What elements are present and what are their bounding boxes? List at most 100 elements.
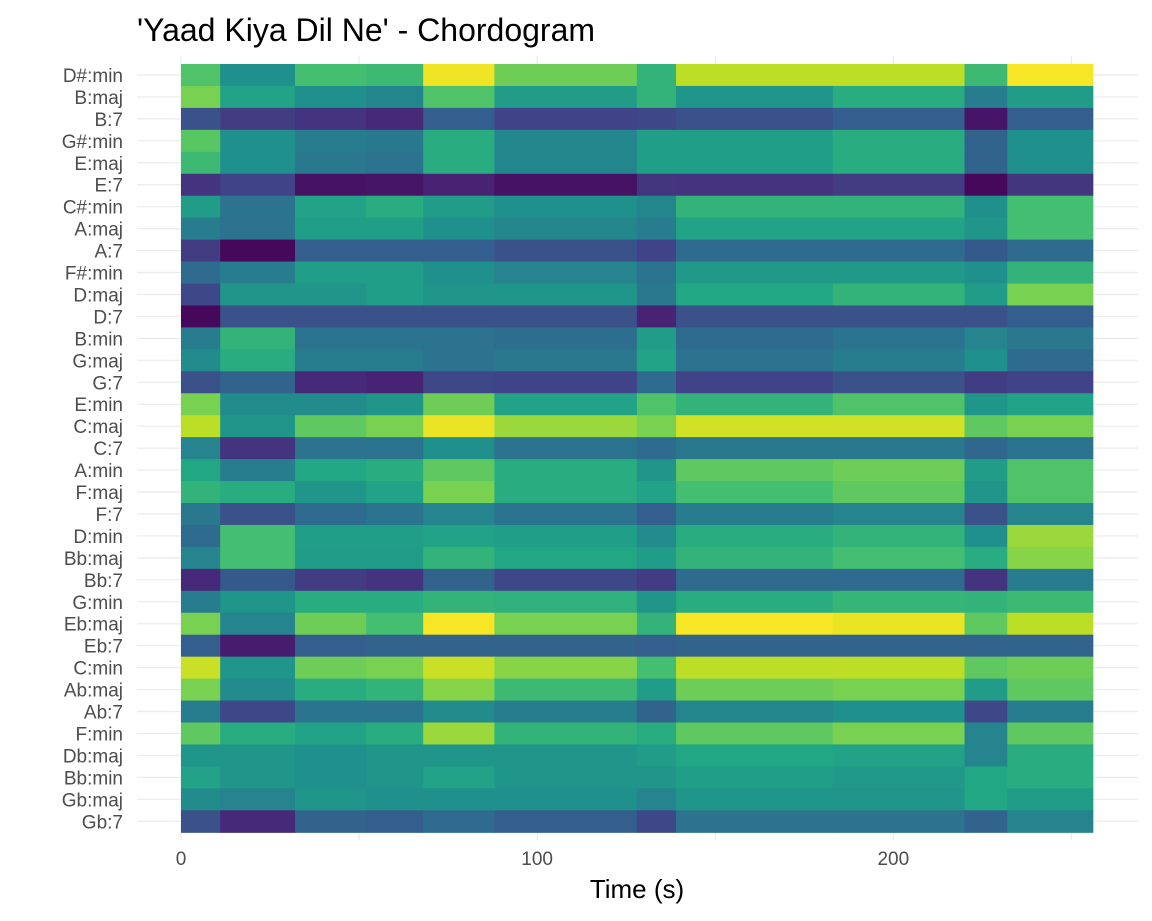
heatmap-cell (964, 261, 1008, 285)
heatmap-cell (423, 459, 496, 482)
heatmap-cell (494, 744, 638, 767)
heatmap-cell (181, 568, 221, 592)
heatmap-cell (964, 64, 1008, 87)
heatmap-cell (181, 700, 221, 724)
heatmap-cell (181, 810, 221, 833)
heatmap-cell (676, 634, 834, 658)
heatmap-cell (181, 129, 221, 153)
heatmap-cell (220, 239, 296, 263)
heatmap-cell (964, 327, 1008, 350)
heatmap-cell (220, 634, 296, 658)
heatmap-cell (181, 524, 221, 548)
y-tick-label: Gb:7 (82, 812, 123, 833)
heatmap-cell (220, 766, 296, 789)
heatmap-cell (423, 634, 496, 658)
heatmap-cell (220, 371, 296, 394)
heatmap-cell (964, 678, 1008, 702)
heatmap-cell (294, 327, 367, 350)
heatmap-cell (1007, 810, 1094, 833)
heatmap-cell (423, 195, 496, 219)
heatmap-cell (1007, 107, 1094, 131)
heatmap-cell (676, 810, 834, 833)
heatmap-cell (220, 437, 296, 460)
heatmap-cell (423, 722, 496, 746)
heatmap-cell (832, 305, 966, 328)
heatmap-cell (964, 437, 1008, 460)
heatmap-cell (964, 810, 1008, 833)
heatmap-cell (1007, 239, 1094, 263)
heatmap-cell (832, 85, 966, 109)
heatmap-cell (832, 678, 966, 702)
heatmap-cell (423, 393, 496, 416)
heatmap-cell (494, 503, 638, 526)
heatmap-cell (636, 129, 677, 153)
heatmap-cell (494, 261, 638, 285)
y-tick-label: G:7 (92, 373, 123, 394)
heatmap-cell (423, 437, 496, 460)
heatmap-cell (832, 503, 966, 526)
heatmap-cell (1007, 568, 1094, 592)
heatmap-cell (220, 744, 296, 767)
heatmap-cell (181, 634, 221, 658)
heatmap-cell (636, 634, 677, 658)
heatmap-cell (423, 656, 496, 680)
heatmap-cell (494, 481, 638, 504)
heatmap-cell (294, 305, 367, 328)
heatmap-cell (366, 459, 424, 482)
heatmap-cell (676, 437, 834, 460)
y-tick-label: B:maj (74, 88, 123, 109)
heatmap-cell (832, 459, 966, 482)
heatmap-cell (832, 349, 966, 372)
heatmap-cell (366, 722, 424, 746)
heatmap-cell (494, 283, 638, 307)
heatmap-cell (1007, 195, 1094, 219)
heatmap-cell (676, 371, 834, 394)
heatmap-cell (181, 459, 221, 482)
heatmap-cell (636, 612, 677, 636)
heatmap-cell (220, 678, 296, 702)
heatmap-cell (181, 678, 221, 702)
heatmap-cell (366, 766, 424, 789)
heatmap-cell (964, 634, 1008, 658)
heatmap-cell (423, 129, 496, 153)
heatmap-cell (636, 239, 677, 263)
heatmap-cell (1007, 393, 1094, 416)
y-tick-label: F#:min (65, 264, 123, 285)
heatmap-cell (494, 459, 638, 482)
heatmap-cell (1007, 173, 1094, 197)
heatmap-cell (676, 700, 834, 724)
heatmap-cell (294, 173, 367, 197)
heatmap-cell (636, 459, 677, 482)
heatmap-cell (964, 393, 1008, 416)
heatmap-cell (294, 744, 367, 767)
heatmap-cell (294, 524, 367, 548)
heatmap-cell (636, 656, 677, 680)
heatmap-cell (220, 788, 296, 811)
heatmap-cell (423, 524, 496, 548)
heatmap-cell (366, 173, 424, 197)
y-tick-label: B:7 (94, 110, 123, 131)
heatmap-cell (1007, 524, 1094, 548)
heatmap-cell (366, 546, 424, 570)
heatmap-cell (220, 810, 296, 833)
heatmap-cell (636, 700, 677, 724)
heatmap-cell (181, 349, 221, 372)
y-tick-label: Db:maj (63, 746, 123, 767)
heatmap-cell (832, 217, 966, 241)
heatmap-cell (676, 173, 834, 197)
heatmap-cell (1007, 64, 1094, 87)
heatmap-cell (366, 503, 424, 526)
heatmap-cell (636, 283, 677, 307)
y-tick-label: Gb:maj (62, 790, 123, 811)
heatmap-cell (636, 107, 677, 131)
heatmap-cell (1007, 415, 1094, 438)
heatmap-cell (423, 788, 496, 811)
heatmap-cell (964, 503, 1008, 526)
heatmap-cell (832, 766, 966, 789)
heatmap-cell (832, 810, 966, 833)
heatmap-cell (832, 107, 966, 131)
heatmap-cell (1007, 722, 1094, 746)
heatmap-cell (220, 415, 296, 438)
heatmap-cell (181, 305, 221, 328)
heatmap-cell (676, 85, 834, 109)
